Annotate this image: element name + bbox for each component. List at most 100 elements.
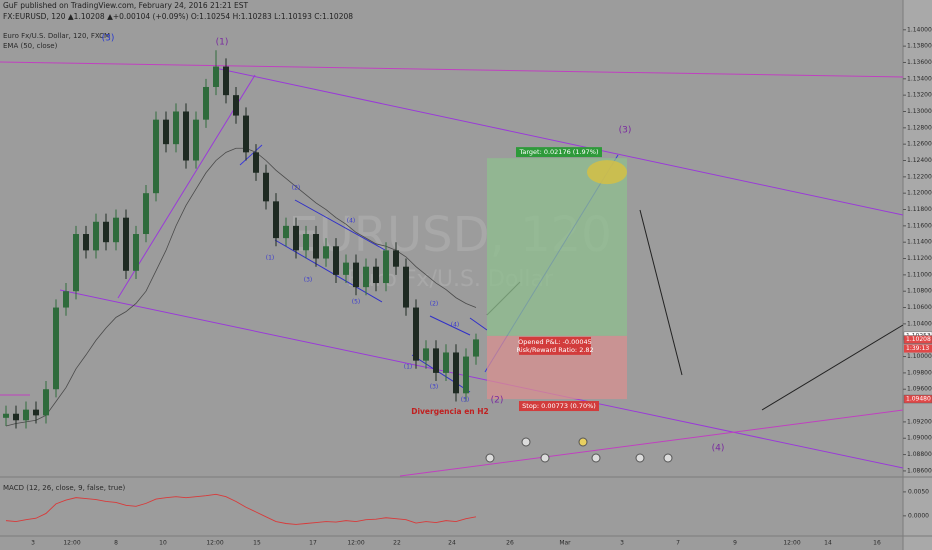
candle-body [293,225,299,251]
annotation: (1) [404,364,413,371]
y-tick-label: 1.10600 [907,304,932,311]
x-tick-label: Mar [559,540,571,547]
annotation: (4) [347,218,356,225]
candle-body [323,246,329,259]
candle-body [133,234,139,271]
candle-body [273,201,279,239]
candle-body [253,152,259,173]
candle-body [283,225,289,239]
price-label: 1.09480 [906,396,931,403]
candle-body [223,66,229,96]
candle-body [243,115,249,153]
y-tick-label: 1.11600 [907,222,932,229]
candle-body [33,409,39,416]
candle-body [93,221,99,251]
x-tick-label: 7 [676,540,680,547]
event-icon [540,453,550,463]
y-tick-label: 1.13400 [907,75,932,82]
x-tick-label: 22 [393,540,401,547]
trendline [214,67,904,216]
y-tick-label: 1.11400 [907,239,932,246]
y-tick-label: 1.11800 [907,206,932,213]
event-icon [635,453,645,463]
rr-label: Risk/Reward Ratio: 2.82 [516,346,593,354]
annotation: (1) [216,38,229,48]
y-tick-label: 1.09200 [907,418,932,425]
candle-body [153,119,159,194]
y-tick-label: 1.09000 [907,435,932,442]
x-tick-label: 17 [309,540,317,547]
price-label-bg [903,335,932,344]
y-tick-label: 1.13200 [907,92,932,99]
candle-body [173,111,179,145]
pnl-label-bg [519,336,591,355]
x-tick-label: 14 [824,540,832,547]
x-tick-label: 12:00 [347,540,364,547]
x-tick-label: 9 [733,540,737,547]
x-tick-label: 15 [253,540,261,547]
y-tick-label: 1.12000 [907,190,932,197]
candle-body [63,291,69,308]
candle-body [3,413,9,418]
candle-body [393,250,399,267]
countdown-bg [904,344,932,353]
y-tick-label: 1.08600 [907,467,932,474]
annotation: (3) [619,126,632,136]
macd-y-tick-label: 0.0050 [908,488,929,495]
candle-body [43,389,49,416]
candle-body [363,266,369,288]
annotation: (3) [304,277,313,284]
candle-body [413,307,419,361]
event-icon [521,437,531,447]
event-icon [591,453,601,463]
annotation: (3) [102,34,115,44]
y-tick-label: 1.09600 [907,386,932,393]
candle-body [313,234,319,259]
trendline [59,289,904,469]
event-icon [663,453,673,463]
candle-body [263,172,269,202]
target-label-bg [516,147,602,158]
annotation: (5) [461,397,470,404]
x-tick-label: 16 [873,540,881,547]
y-tick-label: 1.12200 [907,173,932,180]
stop-label-bg [519,401,599,412]
y-tick-label: 1.14000 [907,26,932,33]
publisher: GuF published on TradingView.com, Februa… [3,1,249,10]
candle-body [333,246,339,275]
trendline [399,409,904,477]
candle-body [443,352,449,373]
macd-y-tick-label: 0.0000 [908,512,929,519]
y-tick-label: 1.10800 [907,288,932,295]
arrow [761,324,904,411]
target-highlight [587,160,627,185]
y-tick-label: 1.09800 [907,369,932,376]
y-tick-label: 1.08800 [907,451,932,458]
candle-body [123,217,129,271]
candle-body [13,413,19,421]
x-tick-label: 12:00 [783,540,800,547]
countdown: 1:39:13 [906,345,929,352]
y-tick-label: 1.11200 [907,255,932,262]
price-label-bg [903,394,932,404]
y-tick-label: 1.10000 [907,353,932,360]
price-label: 1.10208 [906,336,931,343]
y-tick-label: 1.13600 [907,59,932,66]
trendline [239,144,263,166]
drawings [0,61,904,477]
x-tick-label: 8 [114,540,118,547]
x-tick-label: 3 [31,540,35,547]
ema-legend: EMA (50, close) [3,42,58,50]
candle-body [113,217,119,243]
candle-body [373,266,379,284]
candle-body [453,352,459,394]
annotation: Divergencia en H2 [411,407,489,416]
annotation: (5) [352,299,361,306]
annotation: (1) [266,255,275,262]
macd-legend: MACD (12, 26, close, 9, false, true) [3,484,126,492]
event-icon [578,437,588,447]
annotation: (3) [430,384,439,391]
x-tick-label: 12:00 [206,540,223,547]
